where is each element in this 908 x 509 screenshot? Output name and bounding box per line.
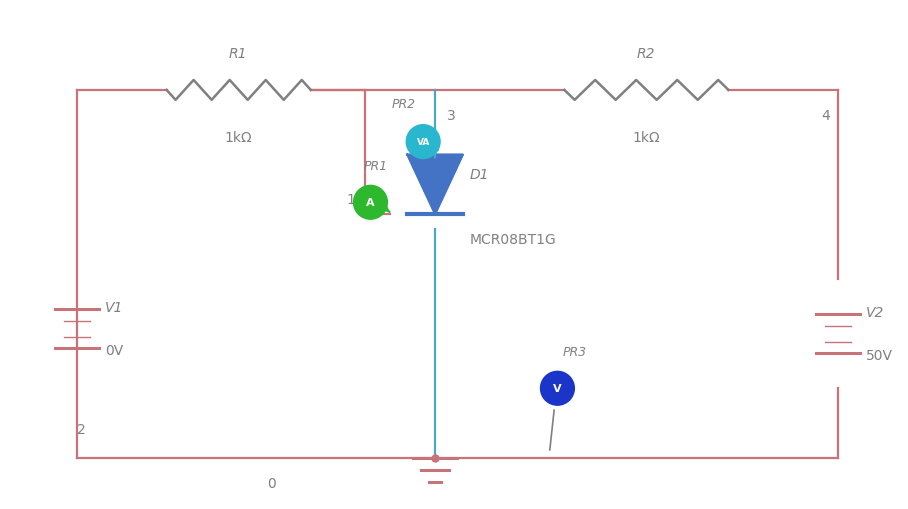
Text: 50V: 50V (865, 349, 893, 363)
Text: PR1: PR1 (363, 160, 388, 173)
Text: 1: 1 (347, 193, 356, 207)
Text: A: A (366, 198, 375, 208)
Text: 0V: 0V (105, 344, 123, 358)
Text: V: V (553, 383, 562, 393)
Polygon shape (408, 155, 463, 215)
Text: PR3: PR3 (562, 346, 587, 359)
Text: R1: R1 (229, 47, 248, 61)
Text: 3: 3 (447, 108, 456, 123)
Text: V2: V2 (865, 305, 884, 319)
Text: 1kΩ: 1kΩ (224, 130, 252, 145)
Text: V1: V1 (105, 300, 123, 314)
Circle shape (540, 372, 575, 405)
Text: 2: 2 (77, 422, 86, 436)
Text: D1: D1 (470, 168, 489, 182)
Text: 0: 0 (267, 476, 275, 490)
Text: PR2: PR2 (391, 98, 415, 110)
Text: 1kΩ: 1kΩ (632, 130, 660, 145)
Circle shape (353, 186, 388, 220)
Text: R2: R2 (637, 47, 656, 61)
Text: MCR08BT1G: MCR08BT1G (470, 233, 557, 246)
Text: VA: VA (417, 138, 429, 147)
Text: 4: 4 (821, 108, 830, 123)
Circle shape (406, 125, 440, 159)
